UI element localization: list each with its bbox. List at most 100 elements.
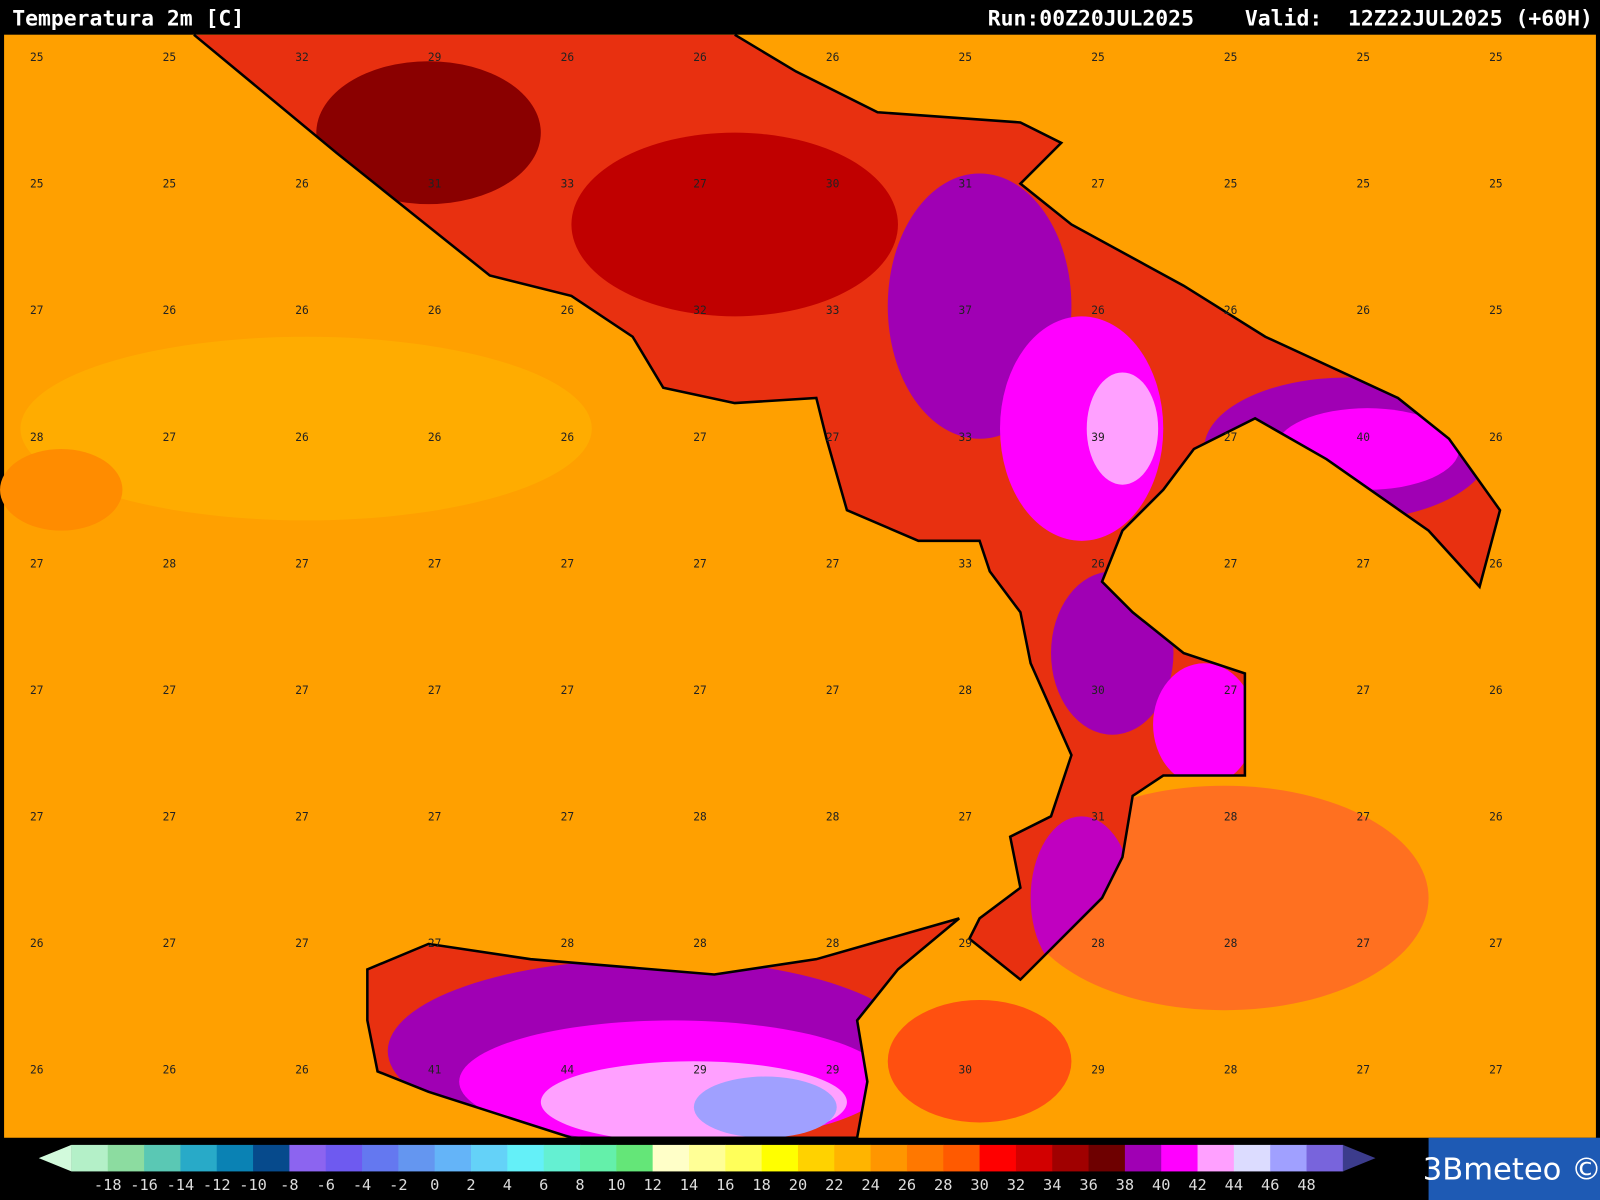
grid-value: 26 [295,304,309,317]
grid-value: 26 [428,304,442,317]
legend-swatch [253,1144,290,1172]
legend-label: 18 [752,1176,770,1194]
legend-label: 6 [539,1176,548,1194]
grid-value: 25 [30,51,44,64]
legend-swatch [943,1144,981,1172]
grid-value: 27 [1357,937,1371,950]
legend-swatch [1052,1144,1090,1172]
grid-value: 26 [1489,684,1503,697]
grid-value: 27 [295,684,309,697]
legend-swatch [1270,1144,1308,1172]
grid-value: 27 [30,810,44,823]
grid-value: 27 [1489,1063,1503,1076]
legend-label: 8 [575,1176,584,1194]
legend-swatch [216,1144,254,1172]
legend-swatch [1015,1144,1053,1172]
grid-value: 31 [428,178,442,191]
grid-value: 27 [30,304,44,317]
grid-value: 28 [163,557,177,570]
legend-swatch [1306,1144,1344,1172]
legend-label: -14 [167,1176,195,1194]
color-legend: -18 -16 -14 -12 -10 -8 -6 -4 -2 0 2 4 6 8 10 12 14 16 18 20… [38,1144,1376,1194]
grid-value: 33 [959,431,973,444]
grid-value: 28 [826,937,840,950]
grid-value: 28 [1224,1063,1238,1076]
legend-swatch [1124,1144,1162,1172]
legend-label: 28 [934,1176,952,1194]
legend-swatch [979,1144,1017,1172]
grid-value: 27 [1224,431,1238,444]
legend-swatch [870,1144,908,1172]
grid-value: 29 [693,1063,707,1076]
grid-value: 27 [295,557,309,570]
grid-value: 26 [1489,810,1503,823]
legend-swatch [1161,1144,1199,1172]
warm-sea [887,1000,1072,1123]
grid-value: 27 [428,810,442,823]
legend-swatch [761,1144,799,1172]
legend-label: -12 [203,1176,231,1194]
grid-value: 25 [30,178,44,191]
grid-value: 28 [693,937,707,950]
legend-label: 2 [466,1176,475,1194]
grid-value: 28 [826,810,840,823]
legend-label: 36 [1079,1176,1097,1194]
grid-value: 25 [163,178,177,191]
legend-label: 0 [430,1176,439,1194]
grid-value: 26 [826,51,840,64]
grid-value: 25 [1489,178,1503,191]
grid-value: 27 [1489,937,1503,950]
legend-label: 4 [503,1176,512,1194]
legend-swatch [362,1144,399,1172]
grid-value: 27 [428,557,442,570]
legend-swatch [580,1144,617,1172]
legend-swatch [434,1144,472,1172]
legend-label: 24 [861,1176,879,1194]
grid-value: 27 [826,431,840,444]
grid-value: 27 [428,684,442,697]
legend-swatch [1088,1144,1126,1172]
legend-label: -16 [130,1176,158,1194]
legend-label: 10 [607,1176,625,1194]
legend-label: -4 [353,1176,371,1194]
grid-value: 27 [295,810,309,823]
legend-label: -10 [239,1176,267,1194]
grid-value: 26 [163,1063,177,1076]
grid-value: 26 [1489,431,1503,444]
logo: 3Bmeteo © [1423,1153,1600,1188]
legend-label: -2 [389,1176,407,1194]
grid-value: 28 [693,810,707,823]
grid-value: 28 [1091,937,1105,950]
grid-value: 27 [561,557,575,570]
grid-value: 28 [1224,810,1238,823]
grid-value: 27 [693,431,707,444]
legend-swatch [71,1144,109,1172]
legend-arrow-left [38,1144,72,1172]
grid-value: 26 [295,178,309,191]
legend-label: 16 [716,1176,734,1194]
grid-value: 25 [1224,178,1238,191]
grid-value: 30 [959,1063,973,1076]
grid-value: 25 [1224,51,1238,64]
legend-label: 38 [1116,1176,1134,1194]
legend-swatch [1197,1144,1235,1172]
grid-value: 27 [1224,684,1238,697]
legend-swatch [906,1144,944,1172]
grid-value: 27 [826,557,840,570]
legend-swatch [507,1144,545,1172]
legend-swatch [144,1144,181,1172]
grid-value: 26 [30,937,44,950]
grid-value: 28 [561,937,575,950]
grid-value: 26 [693,51,707,64]
grid-value: 27 [1224,557,1238,570]
grid-value: 29 [959,937,973,950]
legend-label: 32 [1007,1176,1025,1194]
grid-value: 33 [826,304,840,317]
grid-value: 27 [959,810,973,823]
legend-label: 30 [970,1176,988,1194]
legend-swatch [652,1144,690,1172]
grid-value: 44 [561,1063,575,1076]
grid-value: 27 [1357,557,1371,570]
